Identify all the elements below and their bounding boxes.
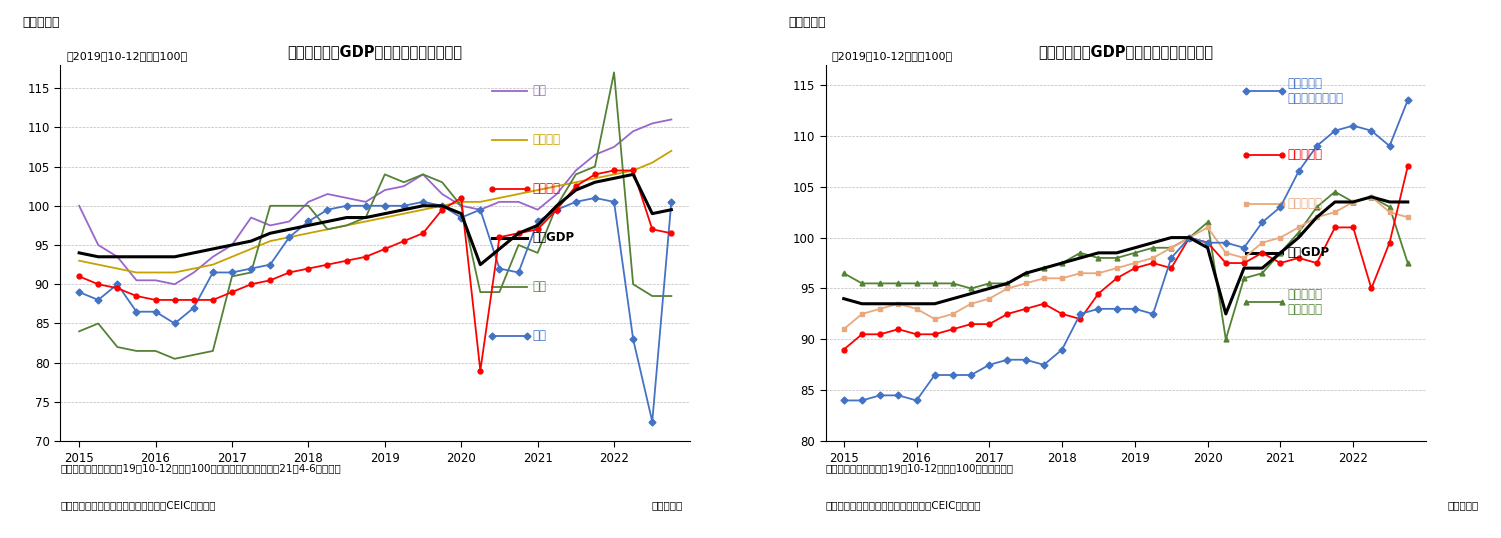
Text: （四半期）: （四半期） [1447, 500, 1478, 511]
Text: （2019年10-12月期＝100）: （2019年10-12月期＝100） [66, 51, 188, 61]
Text: 輸入: 輸入 [533, 280, 546, 293]
Text: 第三次産業
（金融・不動産）: 第三次産業 （金融・不動産） [1288, 77, 1343, 105]
Text: （図表４）: （図表４） [23, 16, 60, 29]
Title: ロシアの実質GDPの動向（供給項目別）: ロシアの実質GDPの動向（供給項目別） [1039, 44, 1213, 59]
Text: （注）季節調整系列の19年10-12月期を100として指数化、各項目は21年4-6月期まで: （注）季節調整系列の19年10-12月期を100として指数化、各項目は21年4-… [60, 463, 341, 473]
Title: ロシアの実質GDPの動向（需要項目別）: ロシアの実質GDPの動向（需要項目別） [288, 44, 462, 59]
Text: （図表５）: （図表５） [788, 16, 826, 29]
Text: 投資: 投資 [533, 84, 546, 97]
Text: 政府消費: 政府消費 [533, 133, 561, 146]
Text: 実質GDP: 実質GDP [1288, 246, 1330, 259]
Text: （資料）ロシア連邦統計局のデータをCEICより取得: （資料）ロシア連邦統計局のデータをCEICより取得 [826, 500, 982, 511]
Text: 第二次産業: 第二次産業 [1288, 197, 1322, 210]
Text: （注）季節調整系列の19年10-12月期を100として指数化: （注）季節調整系列の19年10-12月期を100として指数化 [826, 463, 1013, 473]
Text: （四半期）: （四半期） [651, 500, 683, 511]
Text: 家計消費: 家計消費 [533, 182, 561, 195]
Text: 実質GDP: 実質GDP [533, 231, 575, 244]
Text: （資料）ロシア連邦統計局のデータをCEICより取得: （資料）ロシア連邦統計局のデータをCEICより取得 [60, 500, 216, 511]
Text: 第三次産業
（その他）: 第三次産業 （その他） [1288, 288, 1322, 316]
Text: （2019年10-12月期＝100）: （2019年10-12月期＝100） [832, 51, 953, 61]
Text: 輸出: 輸出 [533, 329, 546, 342]
Text: 第一次産業: 第一次産業 [1288, 148, 1322, 161]
